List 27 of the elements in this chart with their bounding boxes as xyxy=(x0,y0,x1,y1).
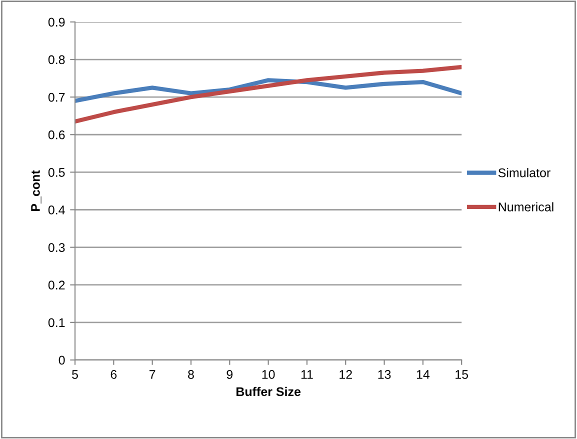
y-axis-title: P_cont xyxy=(31,170,42,211)
x-tick-label: 11 xyxy=(301,370,313,379)
y-tick-label: 0.8 xyxy=(48,55,65,64)
x-tick-label: 14 xyxy=(416,370,430,379)
y-tick-label: 0.1 xyxy=(48,318,65,328)
x-tick-label: 5 xyxy=(72,370,78,379)
x-tick-label: 10 xyxy=(262,370,275,379)
y-tick-label: 0.9 xyxy=(48,18,65,27)
x-tick-label: 9 xyxy=(226,370,233,379)
y-tick-label: 0.6 xyxy=(48,130,65,140)
x-tick-label: 7 xyxy=(149,370,156,379)
y-tick-label: 0.2 xyxy=(48,280,65,290)
x-tick-label: 8 xyxy=(188,370,194,379)
y-tick-label: 0.5 xyxy=(48,168,65,177)
y-tick-label: 0.3 xyxy=(48,243,65,252)
y-tick-label: 0.7 xyxy=(48,92,65,102)
legend-label: Simulator xyxy=(498,168,550,178)
x-tick-label: 15 xyxy=(456,370,468,379)
y-tick-label: 0.4 xyxy=(48,206,65,214)
x-tick-label: 13 xyxy=(378,370,391,379)
x-axis-title: Buffer Size xyxy=(236,386,301,396)
x-tick-label: 6 xyxy=(110,370,117,379)
line-series xyxy=(75,78,462,103)
line-series xyxy=(75,64,462,124)
x-tick-label: 12 xyxy=(340,370,352,379)
legend-label: Numerical xyxy=(498,202,554,212)
y-tick-label: 0 xyxy=(58,356,65,365)
